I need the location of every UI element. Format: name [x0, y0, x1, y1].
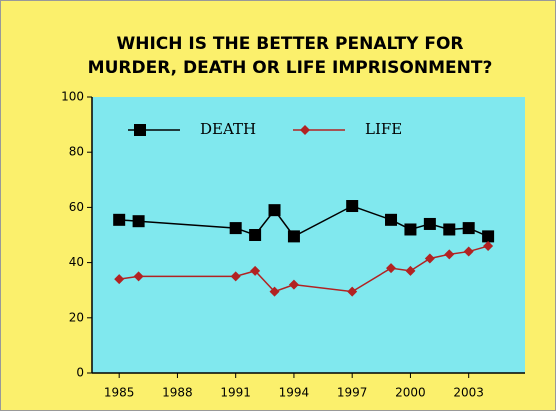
x-tick-label: 1985 — [104, 386, 135, 400]
data-point — [133, 271, 144, 282]
data-point — [268, 204, 281, 217]
y-tick-label: 20 — [69, 310, 84, 324]
y-tick-label: 0 — [76, 366, 84, 380]
data-point — [288, 279, 299, 290]
data-point — [250, 265, 261, 276]
data-point — [113, 213, 126, 226]
data-point — [229, 222, 242, 235]
data-point — [482, 230, 495, 243]
data-point — [114, 274, 125, 285]
data-point — [269, 286, 280, 297]
data-point — [424, 253, 435, 264]
data-point — [132, 215, 145, 228]
data-point — [483, 241, 494, 252]
x-tick-label: 1991 — [220, 386, 251, 400]
data-point — [444, 249, 455, 260]
chart-title: MURDER, DEATH OR LIFE IMPRISONMENT? — [88, 58, 493, 78]
y-tick-label: 80 — [69, 145, 84, 159]
data-point — [249, 229, 262, 241]
y-tick-label: 100 — [61, 90, 84, 104]
data-point — [423, 217, 436, 230]
data-point — [386, 263, 397, 274]
y-tick-label: 60 — [69, 200, 84, 214]
legend-marker — [134, 124, 146, 136]
data-point — [385, 213, 398, 226]
data-point — [347, 286, 358, 297]
plot-area — [92, 97, 525, 373]
x-tick-label: 2003 — [453, 386, 484, 400]
data-point — [230, 271, 241, 282]
data-point — [346, 200, 359, 213]
data-point — [405, 265, 416, 276]
x-tick-label: 1994 — [279, 386, 310, 400]
legend-label: LIFE — [365, 120, 402, 138]
data-point — [463, 246, 474, 257]
legend-marker — [300, 125, 310, 135]
data-point — [404, 223, 417, 236]
chart-title: WHICH IS THE BETTER PENALTY FOR — [117, 34, 464, 54]
y-tick-label: 40 — [69, 255, 84, 269]
data-point — [287, 230, 300, 243]
x-tick-label: 1997 — [337, 386, 368, 400]
x-tick-label: 2000 — [395, 386, 426, 400]
x-tick-label: 1988 — [162, 386, 193, 400]
legend-label: DEATH — [200, 120, 256, 138]
data-point — [462, 222, 475, 235]
data-point — [443, 223, 456, 236]
